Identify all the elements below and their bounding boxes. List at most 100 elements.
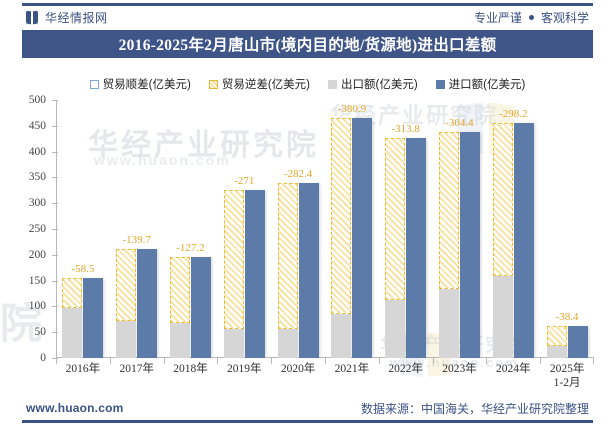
export-bar[interactable] (385, 300, 406, 358)
chart-legend: 贸易顺差(亿美元) 贸易逆差(亿美元) 出口额(亿美元) 进口额(亿美元) (0, 74, 615, 94)
trade-deficit-bar[interactable] (223, 189, 244, 330)
legend-item-2[interactable]: 贸易逆差(亿美元) (208, 76, 310, 92)
trade-deficit-bar[interactable] (62, 277, 83, 308)
bar-group[interactable]: -304.4 (432, 100, 487, 364)
export-bar[interactable] (277, 328, 298, 358)
trade-deficit-bar[interactable] (169, 257, 190, 323)
x-axis-line (56, 357, 594, 358)
y-tick-label: 0 (40, 352, 46, 364)
y-tick-mark (52, 358, 58, 359)
legend-item-3[interactable]: 出口额(亿美元) (328, 76, 418, 92)
export-deficit-stack[interactable] (492, 100, 513, 358)
import-bar[interactable] (567, 326, 588, 358)
x-axis-label: 2019年 (227, 363, 262, 375)
import-bar[interactable] (244, 189, 265, 358)
y-tick-mark (52, 254, 58, 256)
export-bar[interactable] (546, 345, 567, 358)
x-tick-mark (163, 358, 165, 364)
x-axis-label: 2025年 1-2月 (540, 362, 594, 390)
export-deficit-stack[interactable] (331, 100, 352, 358)
import-bar[interactable] (190, 257, 211, 358)
trade-deficit-bar[interactable] (546, 326, 567, 346)
trade-deficit-bar[interactable] (385, 138, 406, 301)
brand-tagline: 专业严谨 客观科学 (474, 9, 589, 26)
bar-group[interactable]: -313.8 (378, 100, 433, 364)
bar-group[interactable]: -271 (217, 100, 271, 364)
bar-group[interactable]: -298.2 (486, 100, 540, 364)
trade-deficit-bar[interactable] (438, 132, 459, 290)
legend-item-4[interactable]: 进口额(亿美元) (435, 76, 525, 92)
site-url: www.huaon.com (26, 401, 124, 415)
legend-label: 贸易顺差(亿美元) (102, 79, 191, 91)
import-bar[interactable] (298, 182, 319, 358)
trade-deficit-bar[interactable] (331, 117, 352, 315)
bars (379, 100, 433, 358)
x-axis-label: 2022年 (388, 363, 423, 375)
bars (433, 100, 487, 358)
x-tick-mark (378, 358, 380, 364)
bar-group[interactable]: -282.4 (271, 100, 325, 364)
y-tick-mark (52, 100, 58, 101)
export-bar[interactable] (331, 314, 352, 358)
trade-deficit-bar[interactable] (277, 182, 298, 329)
export-deficit-stack[interactable] (546, 100, 567, 358)
brand-logo: 华经情报网 (26, 9, 108, 26)
bars (110, 100, 164, 358)
export-deficit-stack[interactable] (223, 100, 244, 358)
plot-area: 0 50 100 150 200 250 300 350 400 450 500 -58.5 -139… (29, 94, 594, 364)
y-tick-label: 150 (28, 274, 46, 287)
legend-label: 出口额(亿美元) (341, 79, 418, 91)
y-axis: 0 50 100 150 200 250 300 350 400 450 500 (14, 94, 58, 364)
export-deficit-stack[interactable] (438, 100, 459, 358)
trade-deficit-bar[interactable] (116, 249, 137, 322)
export-deficit-stack[interactable] (385, 100, 406, 358)
export-bar[interactable] (223, 329, 244, 358)
import-bar[interactable] (352, 117, 373, 358)
import-bar[interactable] (513, 122, 534, 358)
x-axis-sublabel: 1-2月 (553, 377, 581, 389)
x-tick-mark (271, 358, 273, 364)
x-axis-label: 2021年 (334, 363, 370, 375)
bar-group[interactable]: -380.9 (324, 100, 379, 364)
page-title: 2016-2025年2月唐山市(境内目的地/货源地)进出口差额 (118, 37, 497, 54)
y-tick-mark (52, 306, 58, 308)
bars (164, 100, 218, 358)
export-bar[interactable] (169, 322, 190, 358)
import-bar[interactable] (137, 249, 158, 358)
export-deficit-stack[interactable] (62, 100, 83, 358)
gray-swatch-icon (328, 79, 337, 89)
bars (325, 100, 379, 358)
export-bar[interactable] (116, 321, 137, 358)
bar-group[interactable]: -127.2 (163, 100, 218, 364)
trade-deficit-bar[interactable] (492, 122, 513, 277)
x-axis-label: 2024年 (496, 363, 531, 375)
export-bar[interactable] (492, 276, 513, 358)
export-deficit-stack[interactable] (277, 100, 298, 358)
export-deficit-stack[interactable] (169, 100, 190, 358)
data-label: -58.5 (71, 262, 95, 275)
export-bar[interactable] (62, 307, 83, 358)
bottom-divider (22, 420, 593, 423)
x-axis-label: 2020年 (280, 363, 316, 375)
x-tick-mark (486, 358, 488, 364)
y-tick-mark (52, 332, 58, 334)
x-tick-mark (540, 358, 542, 364)
export-deficit-stack[interactable] (116, 100, 137, 358)
import-bar[interactable] (83, 277, 104, 358)
import-bar[interactable] (406, 138, 427, 358)
import-bar[interactable] (459, 132, 480, 358)
y-tick-label: 350 (28, 171, 46, 184)
tagline-right: 客观科学 (540, 10, 589, 25)
bars (271, 100, 325, 358)
data-label: -298.2 (499, 107, 528, 120)
bar-group[interactable]: -58.5 (56, 100, 110, 364)
legend-item-1[interactable]: 贸易顺差(亿美元) (89, 76, 191, 92)
export-bar[interactable] (438, 289, 459, 358)
dot-separator-icon (528, 14, 534, 20)
bar-group[interactable]: -38.4 (540, 100, 594, 364)
brand-name: 华经情报网 (45, 10, 108, 25)
y-tick-mark (52, 280, 58, 282)
y-tick-label: 300 (28, 197, 46, 210)
bar-group[interactable]: -139.7 (109, 100, 164, 364)
brand-bar: 华经情报网 专业严谨 客观科学 (0, 6, 615, 28)
